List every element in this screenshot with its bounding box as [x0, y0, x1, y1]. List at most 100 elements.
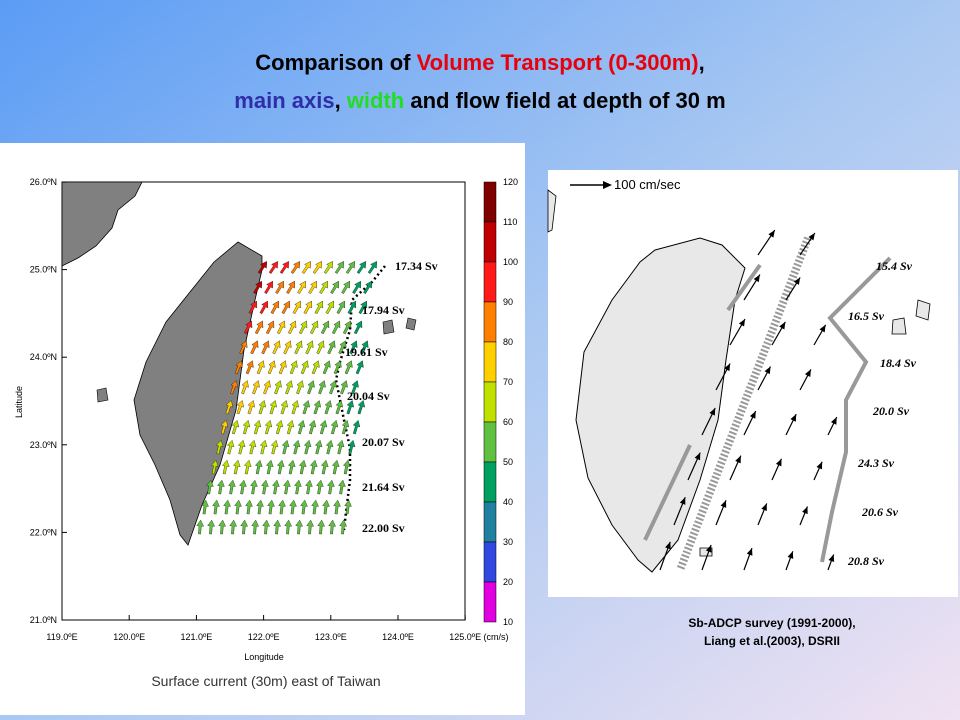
- current-arrow: [336, 300, 345, 315]
- current-arrow: [333, 499, 341, 515]
- flow-arrowhead: [738, 319, 745, 327]
- current-arrow: [248, 300, 257, 315]
- current-arrow: [281, 439, 290, 455]
- transport-label: 20.07 Sv: [362, 435, 405, 449]
- current-arrow: [286, 280, 295, 294]
- current-arrow: [201, 499, 209, 515]
- current-arrow: [279, 261, 289, 274]
- current-arrow: [206, 479, 214, 495]
- lon-tick-label: 124.0ºE: [382, 632, 414, 642]
- taiwan-left: [133, 241, 263, 546]
- current-arrow: [277, 459, 285, 475]
- current-arrow: [324, 400, 332, 415]
- current-arrow: [248, 439, 257, 455]
- flow-arrowhead: [749, 411, 756, 419]
- current-arrow: [239, 340, 248, 355]
- x-axis-label: Longitude: [244, 652, 284, 662]
- current-arrow: [245, 360, 254, 375]
- current-arrow: [314, 439, 323, 455]
- colorbar-cell: [483, 381, 497, 423]
- current-arrow: [316, 479, 324, 495]
- transport-label: 19.61 Sv: [345, 345, 388, 359]
- current-arrow: [313, 400, 321, 415]
- current-arrow: [262, 519, 270, 535]
- current-arrow: [303, 439, 312, 455]
- current-arrow: [259, 300, 268, 315]
- current-arrow: [294, 479, 302, 495]
- current-arrow: [332, 459, 340, 475]
- transport-label: 17.94 Sv: [362, 303, 405, 317]
- current-arrow: [231, 420, 240, 435]
- current-arrow: [272, 340, 281, 355]
- colorbar-cell: [483, 581, 497, 623]
- main-axis: [676, 236, 812, 572]
- current-arrow: [338, 340, 347, 355]
- transport-label: 22.00 Sv: [362, 521, 405, 535]
- transport-label: 24.3 Sv: [857, 456, 895, 470]
- flow-arrowhead: [761, 503, 767, 512]
- current-arrow: [239, 479, 247, 495]
- colorbar-tick-label: 60: [503, 417, 513, 427]
- current-arrow: [358, 300, 367, 315]
- mainland: [61, 181, 143, 267]
- current-arrow: [277, 320, 286, 335]
- current-arrow: [317, 519, 325, 535]
- current-arrow: [335, 400, 343, 415]
- current-arrow: [345, 261, 355, 274]
- colorbar-tick-label: 100: [503, 257, 518, 267]
- current-arrow: [242, 420, 251, 435]
- current-arrow: [244, 459, 252, 475]
- colorbar-tick-label: 120: [503, 177, 518, 187]
- flow-arrowhead: [753, 274, 760, 283]
- current-arrow: [285, 380, 293, 395]
- flow-arrowhead: [764, 366, 771, 375]
- current-arrow: [281, 300, 290, 315]
- flow-arrowhead: [705, 545, 712, 553]
- flow-arrowhead: [830, 417, 837, 425]
- title-segment: main axis: [234, 88, 334, 113]
- current-arrow: [257, 261, 267, 274]
- current-arrow: [300, 499, 308, 515]
- current-arrow: [283, 340, 292, 355]
- current-arrow: [196, 519, 204, 535]
- colorbar-cell: [483, 181, 497, 223]
- current-arrow: [343, 320, 352, 335]
- current-arrow: [325, 439, 334, 455]
- current-arrow: [253, 420, 262, 435]
- current-arrow: [322, 499, 330, 515]
- right-caption: Liang et al.(2003), DSRII: [704, 634, 840, 648]
- current-arrow: [234, 360, 243, 375]
- colorbar-cell: [483, 461, 497, 503]
- current-arrow: [256, 499, 264, 515]
- islands-left: [96, 317, 417, 403]
- current-arrow: [319, 280, 328, 294]
- lat-tick-label: 22.0ºN: [30, 527, 57, 537]
- flow-arrowhead: [828, 554, 835, 563]
- flow-arrowhead: [775, 458, 782, 467]
- current-arrow: [236, 400, 244, 415]
- left-caption: Surface current (30m) east of Taiwan: [151, 673, 380, 689]
- section-boundary: [334, 265, 386, 531]
- current-arrow: [266, 320, 275, 335]
- colorbar-cell: [483, 501, 497, 543]
- current-arrow: [278, 360, 287, 375]
- current-arrow: [333, 360, 342, 375]
- current-arrow: [310, 459, 318, 475]
- right-arrows: [659, 229, 838, 571]
- transport-label: 18.4 Sv: [880, 356, 917, 370]
- current-arrow: [267, 499, 275, 515]
- current-arrow: [251, 519, 259, 535]
- current-arrow: [256, 360, 265, 375]
- left-arrows: [196, 261, 377, 535]
- current-arrow: [264, 280, 273, 294]
- current-arrow: [226, 439, 235, 455]
- current-arrow: [321, 459, 329, 475]
- current-arrow: [325, 300, 334, 315]
- colorbar-tick-label: 20: [503, 577, 513, 587]
- current-arrow: [303, 300, 312, 315]
- current-arrow: [294, 340, 303, 355]
- current-arrow: [308, 420, 317, 435]
- current-arrow: [275, 280, 284, 294]
- title-segment: Volume Transport (0-300m): [417, 50, 699, 75]
- scale-label: 100 cm/sec: [614, 177, 681, 192]
